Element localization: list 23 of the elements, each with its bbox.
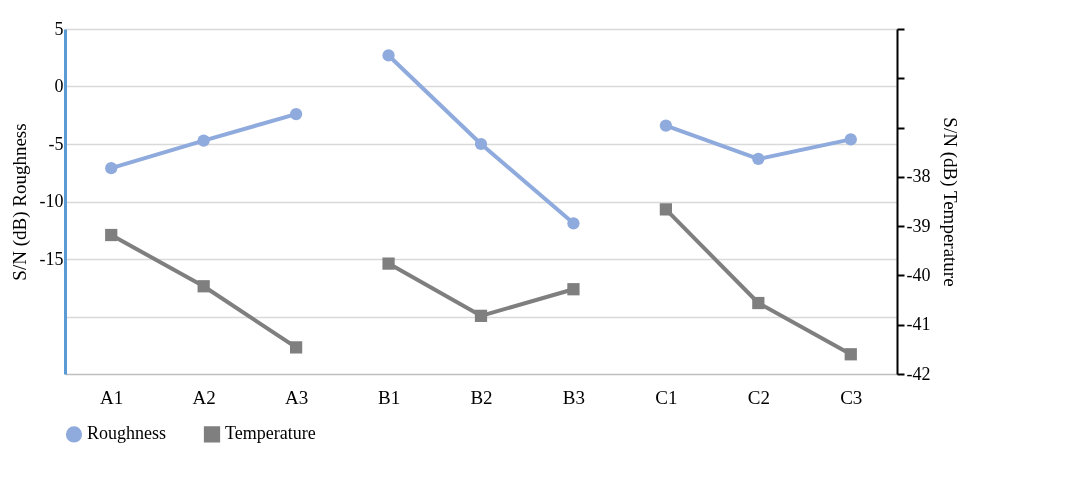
y-axis-title: S/N (dB) Roughness — [8, 123, 31, 281]
y-tick-label: -5 — [48, 133, 64, 154]
x-tick-label: A3 — [284, 386, 309, 408]
y2-axis-title: S/N (dB) Temperature — [939, 117, 962, 287]
x-tick-label: B3 — [562, 386, 586, 408]
y2-tick-label: -41 — [906, 314, 931, 335]
y2-tick-label: -39 — [906, 215, 931, 236]
x-tick-label: B2 — [470, 386, 493, 408]
y2-tick-label: -38 — [906, 166, 931, 187]
y-tick-label: -10 — [39, 191, 64, 211]
legend-label: Temperature — [225, 423, 316, 444]
y2-tick-label: -40 — [906, 264, 931, 285]
y-tick-label: 0 — [54, 76, 64, 96]
y-tick-label: -15 — [39, 248, 64, 269]
y-tick-label: 5 — [54, 18, 64, 39]
x-tick-label: A2 — [192, 386, 216, 408]
x-tick-label: C3 — [840, 386, 863, 408]
legend-label: Roughness — [87, 423, 167, 444]
y2-tick-label: -42 — [906, 363, 931, 384]
x-tick-label: C2 — [747, 386, 770, 408]
x-tick-label: A1 — [100, 386, 124, 408]
x-tick-label: C1 — [655, 386, 678, 408]
x-tick-label: B1 — [377, 386, 401, 408]
